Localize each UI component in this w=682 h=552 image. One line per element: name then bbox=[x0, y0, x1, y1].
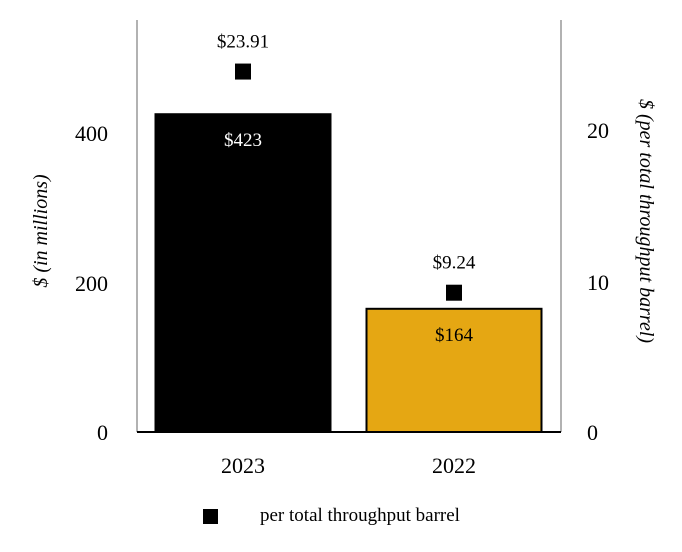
marker-2023 bbox=[235, 63, 251, 80]
legend-label: per total throughput barrel bbox=[260, 505, 460, 526]
y-left-tick-200: 200 bbox=[75, 271, 108, 296]
marker-2022 bbox=[446, 284, 462, 301]
x-tick-2023: 2023 bbox=[221, 453, 265, 478]
legend-square-marker-icon bbox=[203, 508, 218, 524]
bar-label-2022: $164 bbox=[435, 325, 474, 346]
y-right-tick-10: 10 bbox=[587, 270, 609, 295]
y-left-tick-0: 0 bbox=[97, 420, 108, 445]
y-axis-right-title: $ (per total throughput barrel) bbox=[635, 99, 657, 343]
y-left-tick-400: 400 bbox=[75, 121, 108, 146]
marker-label-2023: $23.91 bbox=[217, 32, 269, 53]
x-tick-2022: 2022 bbox=[432, 453, 476, 478]
bar-label-2023: $423 bbox=[224, 130, 262, 151]
bar-2023 bbox=[154, 113, 332, 433]
y-right-tick-0: 0 bbox=[587, 420, 598, 445]
marker-label-2022: $9.24 bbox=[433, 253, 476, 274]
bar-2022 bbox=[365, 307, 543, 434]
y-right-tick-20: 20 bbox=[587, 118, 609, 143]
y-axis-left-title: $ (in millions) bbox=[30, 174, 52, 288]
legend: per total throughput barrel bbox=[203, 505, 460, 527]
